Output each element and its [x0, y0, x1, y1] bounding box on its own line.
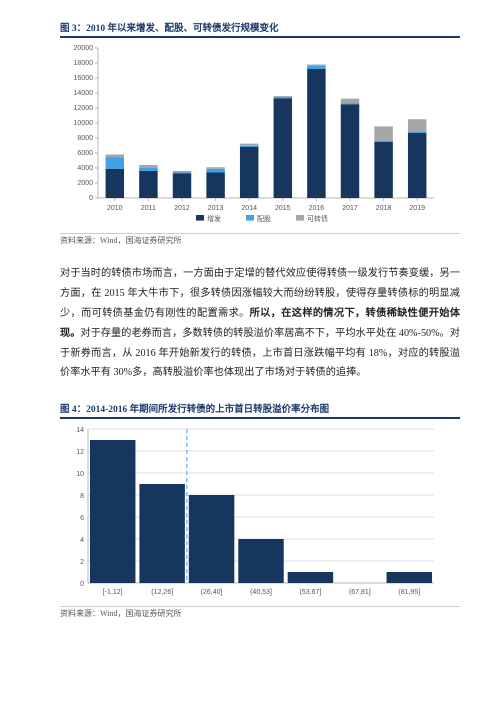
figure-4-caption: 图 4：2014-2016 年期间所发行转债的上市首日转股溢价率分布图 — [60, 401, 329, 415]
svg-text:2013: 2013 — [208, 205, 224, 212]
svg-text:2017: 2017 — [342, 205, 358, 212]
svg-text:18000: 18000 — [74, 60, 94, 67]
svg-text:2019: 2019 — [409, 205, 425, 212]
svg-text:10000: 10000 — [74, 120, 94, 127]
svg-text:12000: 12000 — [74, 105, 94, 112]
svg-text:(53,67]: (53,67] — [300, 589, 322, 596]
svg-text:6000: 6000 — [77, 150, 93, 157]
figure-3-caption: 图 3：2010 年以来增发、配股、可转债发行规模变化 — [60, 20, 279, 34]
svg-text:2014: 2014 — [241, 205, 257, 212]
figure-3-svg: 0 2000 4000 6000 8000 10000 12000 14000 16000 180… — [60, 42, 440, 228]
svg-text:2011: 2011 — [141, 205, 156, 212]
figure-4-title-bar: 图 4：2014-2016 年期间所发行转债的上市首日转股溢价率分布图 — [60, 401, 460, 419]
svg-text:(40,53]: (40,53] — [250, 589, 272, 596]
svg-text:增发: 增发 — [207, 214, 221, 223]
svg-text:可转债: 可转债 — [307, 214, 328, 223]
svg-text:10: 10 — [76, 471, 84, 478]
svg-text:2012: 2012 — [174, 205, 190, 212]
para-post: 对于存量的老券而言，多数转债的转股溢价率居高不下，平均水平处在 40%-50%。… — [60, 328, 460, 379]
svg-text:(67,81]: (67,81] — [349, 589, 371, 596]
svg-text:16000: 16000 — [74, 75, 94, 82]
svg-text:(12,26]: (12,26] — [151, 589, 173, 596]
body-paragraph: 对于当时的转债市场而言，一方面由于定增的替代效应使得转债一级发行节奏变缓，另一方… — [60, 264, 460, 383]
svg-text:0: 0 — [89, 195, 93, 202]
figure-3-block: 图 3：2010 年以来增发、配股、可转债发行规模变化 0 2000 4000 600… — [60, 20, 460, 246]
svg-text:2000: 2000 — [77, 180, 93, 187]
figure-4-block: 图 4：2014-2016 年期间所发行转债的上市首日转股溢价率分布图 0 2 4 6… — [60, 401, 460, 619]
svg-text:[-1,12]: [-1,12] — [103, 589, 123, 596]
svg-text:配股: 配股 — [257, 215, 271, 223]
figure-3-source: 资料来源：Wind，国海证券研究所 — [60, 233, 460, 246]
figure-4-source: 资料来源：Wind，国海证券研究所 — [60, 606, 460, 619]
svg-text:2018: 2018 — [376, 205, 392, 212]
svg-text:2016: 2016 — [309, 205, 325, 212]
svg-text:8000: 8000 — [77, 135, 93, 142]
svg-text:(26,40]: (26,40] — [201, 589, 223, 596]
svg-text:4000: 4000 — [77, 165, 93, 172]
svg-text:12: 12 — [76, 449, 84, 456]
svg-text:14000: 14000 — [74, 90, 94, 97]
figure-3-title-bar: 图 3：2010 年以来增发、配股、可转债发行规模变化 — [60, 20, 460, 38]
svg-text:2015: 2015 — [275, 205, 291, 212]
figure-4-chart: 0 2 4 6 8 10 12 14 [-1,12] (12,26] (26,40] (40,53] (… — [60, 423, 460, 604]
figure-3-chart: 0 2000 4000 6000 8000 10000 12000 14000 16000 180… — [60, 42, 460, 231]
svg-text:20000: 20000 — [74, 45, 94, 52]
svg-text:0: 0 — [80, 581, 84, 588]
svg-text:2010: 2010 — [107, 205, 123, 212]
svg-text:8: 8 — [80, 493, 84, 500]
svg-text:4: 4 — [80, 537, 84, 544]
figure-4-svg: 0 2 4 6 8 10 12 14 [-1,12] (12,26] (26,40] (40,53] (… — [60, 423, 440, 601]
svg-text:6: 6 — [80, 515, 84, 522]
svg-text:(81,95]: (81,95] — [398, 589, 420, 596]
svg-text:14: 14 — [76, 427, 84, 434]
svg-text:2: 2 — [80, 559, 84, 566]
